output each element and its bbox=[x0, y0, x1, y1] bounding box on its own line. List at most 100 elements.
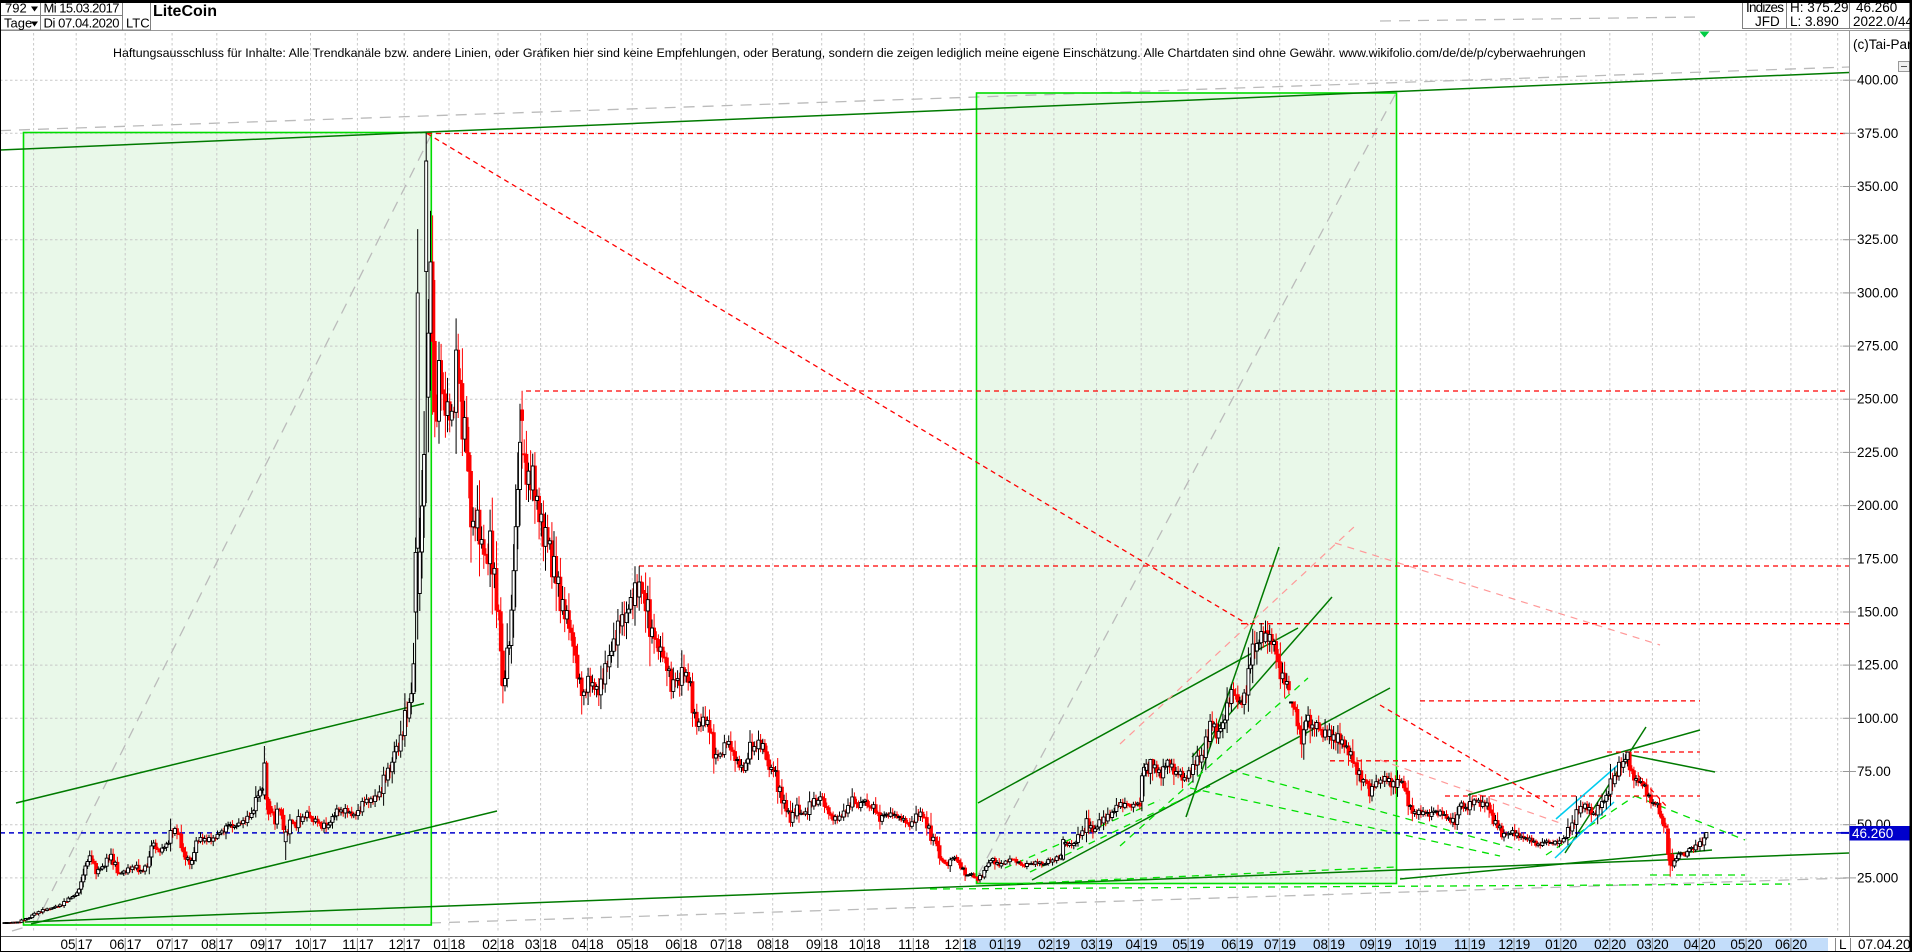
svg-text:18: 18 bbox=[450, 937, 465, 952]
svg-text:11: 11 bbox=[898, 937, 912, 952]
svg-text:225.00: 225.00 bbox=[1857, 445, 1898, 460]
svg-text:04: 04 bbox=[572, 937, 588, 952]
svg-text:18: 18 bbox=[915, 937, 930, 952]
svg-text:20: 20 bbox=[1562, 937, 1577, 952]
svg-text:19: 19 bbox=[1515, 937, 1530, 952]
svg-text:19: 19 bbox=[1142, 937, 1157, 952]
svg-text:07: 07 bbox=[710, 937, 725, 952]
svg-text:L: 3.890: L: 3.890 bbox=[1790, 14, 1839, 29]
svg-text:18: 18 bbox=[823, 937, 838, 952]
svg-text:JFD: JFD bbox=[1755, 14, 1780, 29]
svg-text:12: 12 bbox=[388, 937, 403, 952]
svg-text:175.00: 175.00 bbox=[1857, 551, 1898, 566]
svg-text:01: 01 bbox=[1545, 937, 1560, 952]
svg-text:07: 07 bbox=[156, 937, 171, 952]
svg-text:06: 06 bbox=[1221, 937, 1236, 952]
svg-text:03: 03 bbox=[1637, 937, 1652, 952]
svg-text:10: 10 bbox=[295, 937, 310, 952]
svg-text:250.00: 250.00 bbox=[1857, 392, 1898, 407]
svg-text:Mi 15.03.2017: Mi 15.03.2017 bbox=[44, 1, 120, 16]
svg-text:19: 19 bbox=[1098, 937, 1113, 952]
svg-text:19: 19 bbox=[1189, 937, 1204, 952]
svg-text:19: 19 bbox=[1377, 937, 1392, 952]
svg-text:12: 12 bbox=[1498, 937, 1513, 952]
svg-text:11: 11 bbox=[342, 937, 356, 952]
svg-text:Tage: Tage bbox=[4, 16, 32, 31]
svg-text:05: 05 bbox=[616, 937, 631, 952]
svg-text:06: 06 bbox=[1775, 937, 1790, 952]
svg-text:17: 17 bbox=[218, 937, 233, 952]
svg-text:19: 19 bbox=[1055, 937, 1070, 952]
svg-text:04: 04 bbox=[1684, 937, 1700, 952]
svg-text:18: 18 bbox=[682, 937, 697, 952]
svg-text:19: 19 bbox=[1238, 937, 1253, 952]
svg-text:03: 03 bbox=[525, 937, 540, 952]
svg-text:06: 06 bbox=[665, 937, 680, 952]
svg-text:12: 12 bbox=[944, 937, 959, 952]
svg-text:20: 20 bbox=[1654, 937, 1669, 952]
svg-text:05: 05 bbox=[60, 937, 75, 952]
svg-text:17: 17 bbox=[126, 937, 141, 952]
svg-text:17: 17 bbox=[77, 937, 92, 952]
svg-text:04: 04 bbox=[1125, 937, 1141, 952]
svg-text:18: 18 bbox=[499, 937, 514, 952]
svg-text:07: 07 bbox=[1264, 937, 1279, 952]
svg-text:17: 17 bbox=[405, 937, 420, 952]
svg-text:20: 20 bbox=[1701, 937, 1716, 952]
svg-text:18: 18 bbox=[542, 937, 557, 952]
svg-text:400.00: 400.00 bbox=[1857, 73, 1898, 88]
svg-text:03: 03 bbox=[1081, 937, 1096, 952]
svg-text:02: 02 bbox=[1594, 937, 1609, 952]
svg-text:125.00: 125.00 bbox=[1857, 658, 1898, 673]
svg-text:19: 19 bbox=[1470, 937, 1485, 952]
svg-text:25.000: 25.000 bbox=[1857, 870, 1898, 885]
svg-text:18: 18 bbox=[589, 937, 604, 952]
svg-text:75.00: 75.00 bbox=[1857, 764, 1891, 779]
svg-text:150.00: 150.00 bbox=[1857, 605, 1898, 620]
svg-text:46.260: 46.260 bbox=[1852, 826, 1893, 841]
svg-text:05: 05 bbox=[1172, 937, 1187, 952]
svg-text:Di 07.04.2020: Di 07.04.2020 bbox=[44, 16, 120, 31]
svg-text:20: 20 bbox=[1747, 937, 1762, 952]
svg-text:18: 18 bbox=[727, 937, 742, 952]
svg-text:20: 20 bbox=[1792, 937, 1807, 952]
svg-text:17: 17 bbox=[267, 937, 282, 952]
svg-text:100.00: 100.00 bbox=[1857, 711, 1898, 726]
svg-text:02: 02 bbox=[482, 937, 497, 952]
svg-text:17: 17 bbox=[312, 937, 327, 952]
svg-text:09: 09 bbox=[1360, 937, 1375, 952]
svg-text:08: 08 bbox=[757, 937, 772, 952]
svg-text:17: 17 bbox=[173, 937, 188, 952]
svg-text:19: 19 bbox=[1330, 937, 1345, 952]
svg-text:(c)Tai-Pan: (c)Tai-Pan bbox=[1853, 37, 1912, 52]
svg-text:LiteCoin: LiteCoin bbox=[153, 3, 217, 20]
svg-text:05: 05 bbox=[1730, 937, 1745, 952]
svg-text:375.00: 375.00 bbox=[1857, 126, 1898, 141]
svg-text:17: 17 bbox=[359, 937, 374, 952]
svg-text:19: 19 bbox=[1422, 937, 1437, 952]
svg-text:Indizes: Indizes bbox=[1746, 0, 1784, 15]
svg-text:19: 19 bbox=[1281, 937, 1296, 952]
svg-text:H: 375.29: H: 375.29 bbox=[1790, 0, 1849, 15]
svg-text:19: 19 bbox=[1006, 937, 1021, 952]
svg-text:08: 08 bbox=[201, 937, 216, 952]
svg-text:10: 10 bbox=[849, 937, 864, 952]
svg-text:LTC: LTC bbox=[126, 16, 150, 31]
svg-text:Haftungsausschluss für Inhalte: Haftungsausschluss für Inhalte: Alle Tre… bbox=[113, 46, 1586, 60]
svg-text:20: 20 bbox=[1611, 937, 1626, 952]
svg-text:18: 18 bbox=[774, 937, 789, 952]
svg-text:46.260: 46.260 bbox=[1856, 0, 1897, 15]
svg-text:01: 01 bbox=[433, 937, 448, 952]
svg-text:02: 02 bbox=[1038, 937, 1053, 952]
svg-text:L: L bbox=[1839, 937, 1847, 952]
svg-text:11: 11 bbox=[1454, 937, 1468, 952]
svg-text:325.00: 325.00 bbox=[1857, 232, 1898, 247]
svg-text:09: 09 bbox=[250, 937, 265, 952]
svg-text:200.00: 200.00 bbox=[1857, 498, 1898, 513]
svg-text:2022.0/44: 2022.0/44 bbox=[1853, 14, 1912, 29]
svg-text:792: 792 bbox=[5, 1, 27, 16]
svg-text:07.04.20: 07.04.20 bbox=[1858, 937, 1911, 952]
svg-text:18: 18 bbox=[961, 937, 976, 952]
svg-text:350.00: 350.00 bbox=[1857, 179, 1898, 194]
svg-text:08: 08 bbox=[1313, 937, 1328, 952]
